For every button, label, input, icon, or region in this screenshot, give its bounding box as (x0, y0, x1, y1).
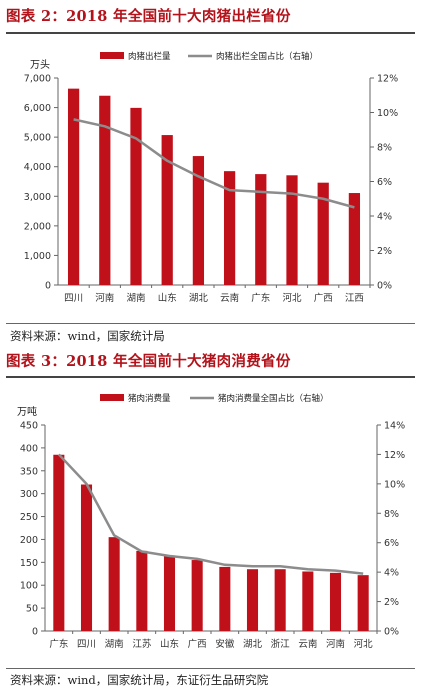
figure-2-source-rule (6, 668, 415, 669)
bar-湖南 (130, 107, 142, 285)
left-axis-tick-label: 1,000 (24, 251, 51, 262)
left-axis-tick-label: 150 (20, 558, 38, 569)
x-axis-tick-label: 江苏 (132, 638, 152, 650)
bar-四川 (80, 484, 93, 631)
bar-浙江 (274, 569, 286, 631)
left-axis-tick-label: 250 (20, 512, 38, 523)
right-axis-tick-label: 6% (384, 538, 399, 549)
share-line (57, 453, 364, 575)
bar-广东 (53, 454, 65, 631)
left-axis-tick-label: 350 (20, 466, 38, 477)
figure-2-title: 图表 3：2018 年全国前十大猪肉消费省份 (6, 353, 291, 370)
legend-line-label: 猪肉消费量全国占比（右轴） (218, 393, 329, 404)
left-axis-tick-label: 3,000 (24, 192, 51, 203)
bar-湖北 (192, 156, 205, 285)
bar-四川 (67, 88, 80, 285)
x-axis-tick-label: 河北 (354, 638, 374, 650)
left-axis-unit-label: 万吨 (17, 405, 37, 418)
figure-2-title-rule (6, 376, 415, 378)
left-axis-tick-label: 6,000 (24, 103, 51, 114)
figure-1-source: 资料来源：wind，国家统计局 (10, 329, 165, 343)
x-axis-tick-label: 湖南 (126, 292, 145, 304)
right-axis-tick-label: 4% (377, 212, 392, 223)
left-axis-tick-label: 0 (32, 627, 38, 638)
left-axis-tick-label: 4,000 (24, 162, 51, 173)
bar-广西 (317, 182, 329, 285)
left-axis-tick-label: 7,000 (24, 74, 51, 85)
x-axis-tick-label: 河南 (95, 292, 114, 304)
x-axis-tick-label: 广东 (49, 638, 68, 650)
right-axis-tick-label: 8% (384, 509, 399, 520)
bar-江西 (348, 193, 361, 285)
left-axis-tick-label: 100 (20, 581, 38, 592)
bar-河北 (357, 575, 369, 631)
x-axis-tick-label: 云南 (220, 292, 239, 304)
bar-广西 (191, 560, 203, 631)
right-axis-tick-label: 14% (384, 421, 405, 432)
right-axis-tick-label: 10% (384, 479, 405, 490)
right-axis-tick-label: 6% (377, 177, 392, 188)
bar-山东 (161, 135, 173, 285)
left-axis-tick-label: 50 (26, 604, 38, 615)
x-axis-tick-label: 四川 (64, 293, 83, 304)
right-axis-tick-label: 12% (377, 74, 398, 85)
x-axis-tick-label: 广东 (251, 292, 270, 304)
bar-河南 (99, 95, 111, 285)
x-axis-tick-label: 山东 (160, 638, 179, 650)
bar-广东 (255, 174, 267, 285)
figure-2-source: 资料来源：wind，国家统计局，东证衍生品研究院 (10, 673, 269, 687)
left-axis-tick-label: 300 (20, 489, 38, 500)
right-axis-tick-label: 0% (384, 627, 399, 638)
x-axis-tick-label: 山东 (158, 292, 177, 304)
left-axis-tick-label: 0 (45, 281, 51, 292)
x-axis-tick-label: 浙江 (271, 638, 291, 650)
legend-bar-swatch (100, 52, 124, 59)
left-axis-tick-label: 2,000 (24, 221, 51, 232)
right-axis-tick-label: 0% (377, 281, 392, 292)
pig-slaughter-chart: 万头 肉猪出栏量 肉猪出栏全国占比（右轴） 0 1,000 2,000 3,000 4,000… (24, 51, 398, 304)
pork-consumption-chart: 万吨 猪肉消费量 猪肉消费量全国占比（右轴） 0 50 100 150 200 250 300 35… (17, 393, 405, 650)
legend-bar-label: 猪肉消费量 (128, 393, 171, 404)
bar-湖南 (108, 537, 120, 631)
x-axis-tick-label: 四川 (77, 639, 96, 650)
bar-云南 (223, 171, 236, 285)
left-axis-tick-label: 400 (20, 443, 38, 454)
share-line (73, 118, 355, 209)
bar-江苏 (136, 550, 148, 631)
legend-line-label: 肉猪出栏全国占比（右轴） (216, 51, 318, 62)
x-axis-tick-label: 河南 (326, 638, 345, 650)
x-axis-tick-label: 广西 (314, 292, 333, 304)
bar-山东 (163, 555, 176, 631)
right-axis-tick-label: 2% (377, 246, 392, 257)
x-axis-tick-label: 河北 (282, 292, 302, 304)
left-axis-tick-label: 5,000 (24, 133, 51, 144)
right-axis-tick-label: 10% (377, 108, 398, 119)
legend-bar-swatch (100, 394, 124, 401)
bar-湖北 (246, 569, 259, 631)
bar-安徽 (219, 566, 231, 631)
x-axis-tick-label: 安徽 (215, 638, 235, 650)
left-axis-tick-label: 200 (20, 535, 38, 546)
figure-1-title: 图表 2：2018 年全国前十大肉猪出栏省份 (6, 8, 291, 25)
bar-河南 (329, 572, 342, 631)
figure-1-title-rule (6, 32, 415, 34)
right-axis-tick-label: 12% (384, 450, 405, 461)
right-axis-tick-label: 8% (377, 143, 392, 154)
x-axis-tick-label: 云南 (298, 638, 317, 650)
legend-bar-label: 肉猪出栏量 (128, 51, 171, 62)
bar-云南 (302, 571, 314, 631)
x-axis-tick-label: 湖北 (243, 639, 263, 650)
left-axis-tick-label: 450 (20, 421, 38, 432)
x-axis-tick-label: 湖南 (105, 638, 124, 650)
x-axis-tick-label: 湖北 (189, 293, 209, 304)
figure-1-source-rule (6, 323, 415, 324)
right-axis-tick-label: 4% (384, 568, 399, 579)
x-axis-tick-label: 江西 (345, 293, 364, 304)
left-axis-unit-label: 万头 (30, 59, 50, 71)
right-axis-tick-label: 2% (384, 597, 399, 608)
x-axis-tick-label: 广西 (188, 638, 207, 650)
bar-河北 (286, 175, 298, 285)
